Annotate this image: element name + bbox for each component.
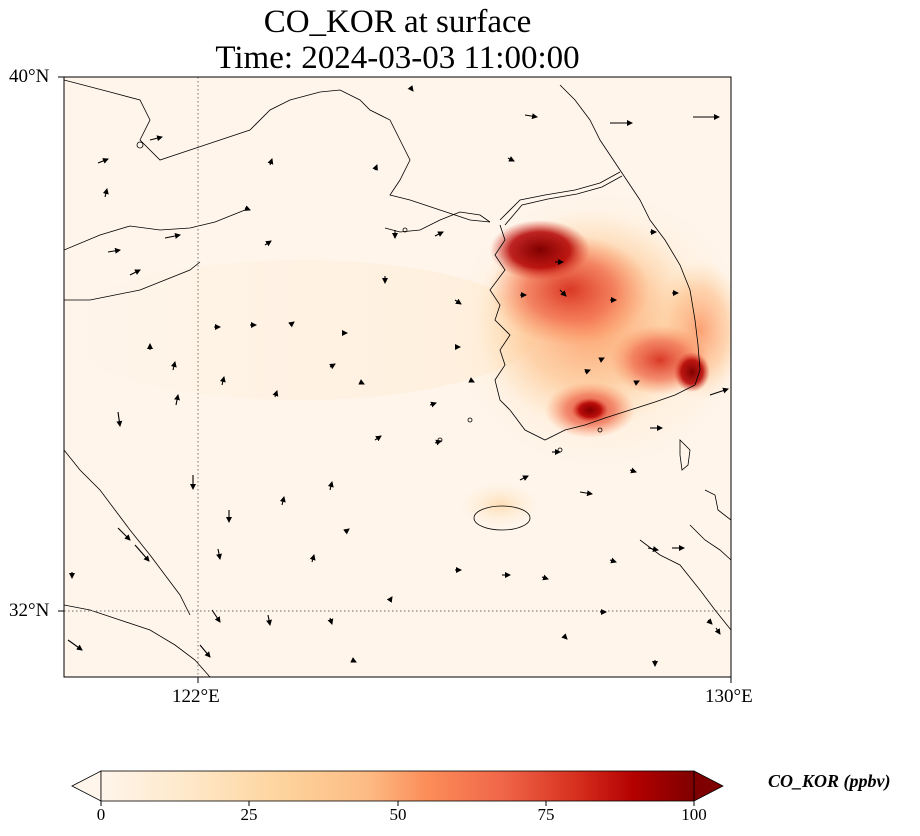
wind-arrow — [561, 633, 568, 640]
lat-tick-32n: 32°N — [9, 600, 50, 621]
wind-arrow — [211, 609, 221, 623]
wind-arrow — [219, 376, 226, 386]
wind-arrow — [117, 527, 131, 541]
wind-arrow — [454, 298, 462, 305]
wind-arrow — [170, 361, 177, 371]
colorbar-gradient — [101, 771, 694, 801]
wind-arrow — [272, 390, 279, 398]
wind-arrow — [266, 614, 272, 626]
wind-arrow — [706, 618, 713, 625]
map-time-label: Time: 2024-03-03 11:00:00 — [215, 40, 580, 76]
colorbar-tick-25: 25 — [240, 805, 258, 824]
wind-arrow — [647, 546, 659, 552]
wind-arrow — [327, 617, 334, 625]
wind-arrow — [386, 596, 393, 603]
wind-arrow — [519, 475, 529, 481]
wind-arrow — [633, 380, 640, 386]
wind-arrow — [541, 574, 549, 581]
wind-arrow — [343, 528, 350, 535]
wind-arrow — [244, 205, 251, 211]
wind-arrow — [374, 435, 382, 442]
colorbar-tick-50: 50 — [389, 805, 407, 824]
colorbar-extend-min — [71, 770, 102, 802]
wind-arrow — [107, 247, 121, 254]
wind-arrow — [709, 387, 729, 396]
wind-arrow — [350, 657, 357, 663]
wind-arrow — [468, 377, 475, 383]
colorbar-ticks — [100, 801, 695, 806]
colorbar-tick-100: 100 — [681, 805, 707, 824]
wind-arrow — [372, 164, 378, 171]
wind-arrow — [279, 496, 286, 506]
wind-arrow — [407, 85, 414, 92]
wind-arrow — [309, 554, 316, 563]
colorbar-tick-75: 75 — [537, 805, 555, 824]
wind-arrow — [598, 357, 605, 363]
lon-tick-122e: 122°E — [172, 686, 220, 707]
wind-arrow — [358, 379, 365, 385]
axis-ticks — [58, 76, 732, 683]
wind-arrow — [507, 156, 515, 162]
wind-arrow — [67, 639, 83, 651]
lat-tick-40n: 40°N — [9, 66, 50, 87]
coastlines — [64, 79, 731, 677]
map-title: CO_KOR at surface — [263, 4, 532, 40]
wind-arrow — [579, 490, 593, 497]
wind-arrow — [216, 548, 222, 560]
wind-vectors — [67, 85, 729, 667]
gridlines — [64, 77, 731, 677]
wind-arrow — [327, 481, 334, 491]
colorbar-tick-0: 0 — [96, 805, 106, 824]
wind-arrow — [149, 135, 163, 142]
wind-arrow — [429, 401, 437, 408]
wind-arrow — [264, 240, 272, 247]
map-frame — [63, 76, 732, 678]
wind-arrow — [434, 231, 444, 237]
wind-arrow — [199, 644, 211, 658]
wind-arrow — [174, 394, 180, 406]
wind-arrow — [609, 557, 617, 564]
wind-arrow — [584, 369, 591, 375]
wind-arrow — [288, 321, 295, 328]
colorbar-label: CO_KOR (ppbv) — [768, 771, 891, 791]
wind-arrow — [97, 158, 109, 164]
wind-arrow — [116, 411, 123, 427]
wind-arrow — [714, 627, 721, 635]
wind-arrow — [434, 439, 442, 446]
wind-arrow — [102, 188, 109, 198]
wind-arrow — [134, 544, 150, 562]
wind-arrow — [559, 289, 567, 297]
wind-arrow — [164, 233, 181, 239]
wind-arrow — [629, 467, 637, 474]
wind-arrow — [129, 269, 141, 276]
lon-tick-130e: 130°E — [705, 686, 753, 707]
wind-arrow — [329, 363, 336, 370]
colorbar-extend-max — [693, 770, 724, 802]
wind-arrow — [267, 158, 274, 166]
wind-arrow — [524, 113, 538, 120]
